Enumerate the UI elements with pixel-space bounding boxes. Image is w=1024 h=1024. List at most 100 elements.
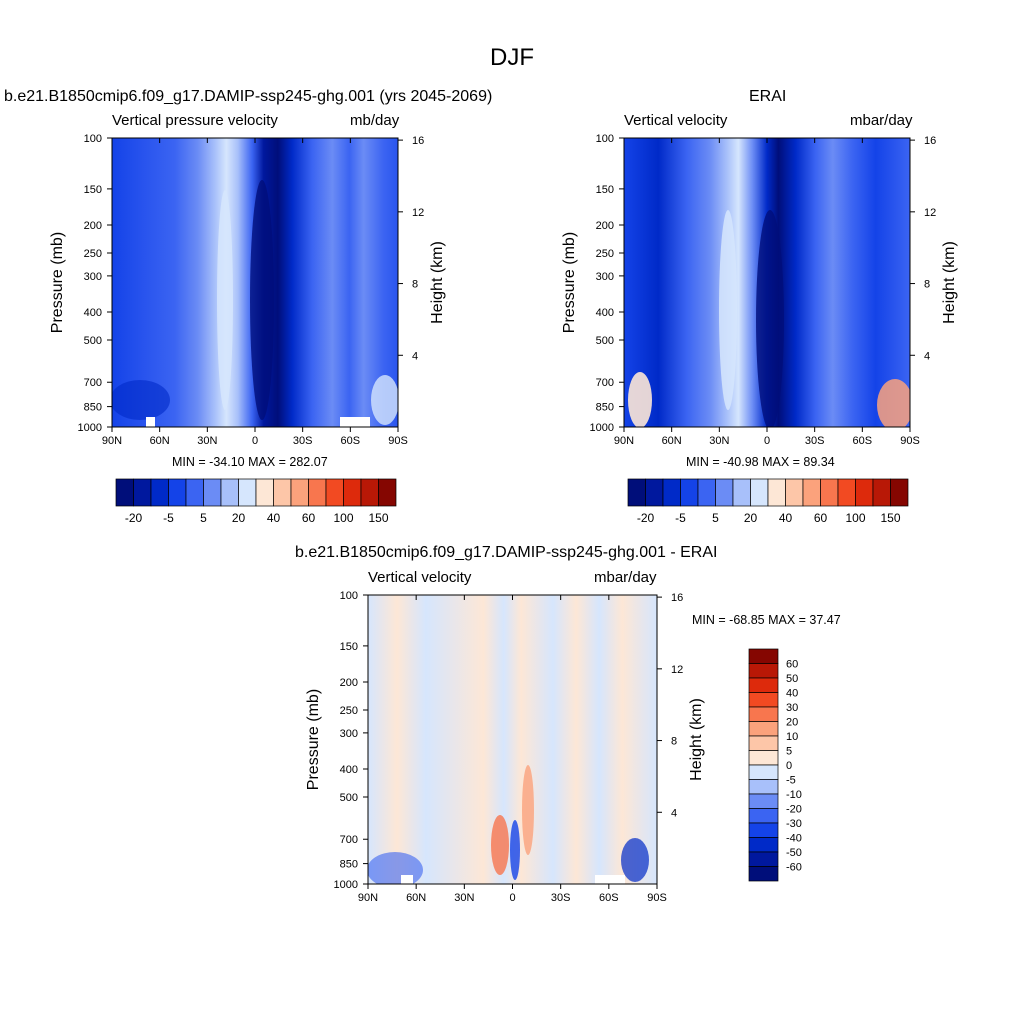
y-tick-label: 700 xyxy=(596,377,614,389)
colorbar-swatch xyxy=(748,735,779,751)
colorbar-label: 150 xyxy=(880,511,900,525)
y-tick-label: 150 xyxy=(596,184,614,196)
y-tick-label: 200 xyxy=(340,677,358,689)
colorbar-label: 20 xyxy=(232,511,246,525)
colorbar-label: 100 xyxy=(845,511,865,525)
x-tick-label: 0 xyxy=(252,435,258,447)
colorbar-swatch xyxy=(802,478,821,507)
colorbar-swatch xyxy=(837,478,856,507)
colorbar-label: 10 xyxy=(786,731,798,743)
colorbar-swatch xyxy=(360,478,379,507)
colorbar-label: -40 xyxy=(786,833,802,845)
y-tick-label: 1000 xyxy=(334,879,358,891)
panel3-stats: MIN = -68.85 MAX = 37.47 xyxy=(692,613,841,627)
y2-tick-label: 4 xyxy=(924,350,930,362)
colorbar-label: 30 xyxy=(786,702,798,714)
x-tick-label: 30N xyxy=(197,435,217,447)
colorbar-swatch xyxy=(767,478,786,507)
colorbar-label: 100 xyxy=(333,511,353,525)
colorbar-swatch xyxy=(150,478,169,507)
x-tick-label: 30S xyxy=(293,435,313,447)
colorbar-swatch xyxy=(115,478,134,507)
colorbar-label: 60 xyxy=(302,511,316,525)
colorbar-swatch xyxy=(680,478,699,507)
y2-tick-label: 12 xyxy=(671,664,683,676)
colorbar-label: 5 xyxy=(712,511,719,525)
colorbar-label: -30 xyxy=(786,818,802,830)
x-tick-label: 60S xyxy=(599,892,619,904)
colorbar-swatch xyxy=(748,822,779,838)
y2-tick-label: 8 xyxy=(671,736,677,748)
colorbar-swatch xyxy=(290,478,309,507)
x-tick-label: 90S xyxy=(647,892,667,904)
colorbar-swatch xyxy=(697,478,716,507)
colorbar-label: -60 xyxy=(786,862,802,874)
y-tick-label: 500 xyxy=(596,335,614,347)
colorbar-label: 5 xyxy=(200,511,207,525)
y-tick-label: 700 xyxy=(340,834,358,846)
colorbar-label: -20 xyxy=(786,804,802,816)
colorbar-swatch xyxy=(343,478,362,507)
colorbar-label: 5 xyxy=(786,746,792,758)
colorbar-swatch xyxy=(748,692,779,708)
y-tick-label: 200 xyxy=(84,220,102,232)
colorbar-label: 0 xyxy=(786,760,792,772)
y-axis-label: Pressure (mb) xyxy=(49,232,66,333)
x-tick-label: 60N xyxy=(150,435,170,447)
panel1-left-subtitle: Vertical pressure velocity xyxy=(112,112,278,129)
colorbar-label: -5 xyxy=(163,511,174,525)
y2-tick-label: 4 xyxy=(412,350,418,362)
colorbar-label: 50 xyxy=(786,673,798,685)
x-tick-label: 0 xyxy=(509,892,515,904)
colorbar-label: 20 xyxy=(744,511,758,525)
x-tick-label: 0 xyxy=(764,435,770,447)
y-tick-label: 1000 xyxy=(590,422,614,434)
colorbar-label: -10 xyxy=(786,789,802,801)
x-tick-label: 30N xyxy=(709,435,729,447)
colorbar-swatch xyxy=(220,478,239,507)
colorbar-swatch xyxy=(185,478,204,507)
panel1-right-subtitle: mb/day xyxy=(350,112,400,129)
y2-axis-label: Height (km) xyxy=(688,698,705,781)
y2-tick-label: 12 xyxy=(412,207,424,219)
colorbar-swatch xyxy=(715,478,734,507)
panel2-left-subtitle: Vertical velocity xyxy=(624,112,728,129)
y2-tick-label: 8 xyxy=(924,279,930,291)
y-tick-label: 150 xyxy=(84,184,102,196)
y-tick-label: 100 xyxy=(84,133,102,145)
x-tick-label: 90N xyxy=(614,435,634,447)
y2-tick-label: 16 xyxy=(412,135,424,147)
colorbar-swatch xyxy=(645,478,664,507)
colorbar-swatch xyxy=(627,478,646,507)
colorbar-swatch xyxy=(273,478,292,507)
colorbar-swatch xyxy=(748,851,779,867)
x-tick-label: 60S xyxy=(853,435,873,447)
colorbar-swatch xyxy=(662,478,681,507)
colorbar-swatch xyxy=(748,764,779,780)
colorbar-swatch xyxy=(308,478,327,507)
y2-tick-label: 16 xyxy=(924,135,936,147)
x-tick-label: 90N xyxy=(358,892,378,904)
y-tick-label: 300 xyxy=(596,271,614,283)
colorbar-swatch xyxy=(748,677,779,693)
x-tick-label: 60N xyxy=(406,892,426,904)
colorbar-swatch xyxy=(203,478,222,507)
x-tick-label: 60S xyxy=(341,435,361,447)
colorbar-swatch xyxy=(748,793,779,809)
y-axis-label: Pressure (mb) xyxy=(561,232,578,333)
y-tick-label: 150 xyxy=(340,641,358,653)
colorbar-swatch xyxy=(732,478,751,507)
colorbar-swatch xyxy=(748,663,779,679)
y-tick-label: 400 xyxy=(84,307,102,319)
colorbar-label: 40 xyxy=(786,688,798,700)
colorbar-swatch xyxy=(748,779,779,795)
y2-tick-label: 12 xyxy=(924,207,936,219)
panel1-stats: MIN = -34.10 MAX = 282.07 xyxy=(172,455,328,469)
panel2-field xyxy=(624,138,910,427)
y-tick-label: 100 xyxy=(340,590,358,602)
y2-axis-label: Height (km) xyxy=(429,241,446,324)
colorbar-label: 60 xyxy=(814,511,828,525)
colorbar-swatch xyxy=(748,706,779,722)
panel2-title: ERAI xyxy=(749,88,787,105)
